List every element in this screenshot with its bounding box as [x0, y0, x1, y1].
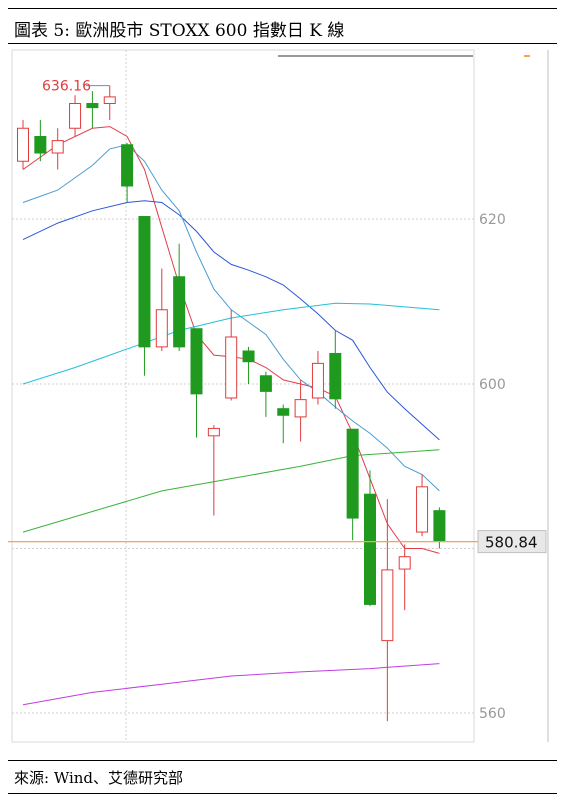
candle-body [398, 556, 411, 570]
chart-title-bar: 圖表 5: 歐洲股市 STOXX 600 指數日 K 線 [8, 8, 557, 44]
candlestick-chart: 560 600 620 580.84 636.16 [8, 49, 549, 743]
last-price-label: 580.84 [485, 534, 538, 552]
candle-body [277, 408, 290, 416]
ma60-line [22, 302, 440, 385]
candle-body [155, 309, 168, 348]
chart-title: 圖表 5: 歐洲股市 STOXX 600 指數日 K 線 [14, 21, 345, 41]
ma10-line [22, 200, 440, 441]
candle-body [17, 127, 29, 162]
candle-body [190, 328, 203, 395]
ma120-line [22, 449, 440, 533]
last-price-badge [477, 530, 547, 554]
y-tick-label: 620 [479, 212, 506, 228]
plot-border [11, 49, 475, 743]
candle-body [416, 486, 429, 533]
y-tick-label: 560 [479, 706, 506, 722]
candle-body [346, 428, 359, 519]
y-tick-label: 600 [479, 377, 506, 393]
candle-body [173, 276, 186, 348]
candle-body [86, 103, 99, 109]
candle-body [433, 510, 446, 543]
candle-body [34, 136, 47, 154]
candle-body [364, 493, 376, 605]
candle-body [294, 399, 307, 418]
chart-area: 560 600 620 580.84 636.16 [8, 42, 557, 760]
source-note: 來源: Wind、艾德研究部 [14, 769, 184, 787]
high-price-label: 636.16 [42, 79, 91, 95]
candle-body [311, 362, 324, 399]
candle-body [121, 144, 134, 187]
candle-body [329, 352, 342, 400]
source-bar: 來源: Wind、艾德研究部 [8, 760, 557, 794]
candle-body [103, 96, 116, 105]
candle-body [69, 103, 82, 129]
candle-body [381, 569, 394, 642]
candle-body [138, 216, 151, 348]
ma250-line [22, 663, 440, 706]
candle-body [51, 140, 64, 154]
candle-body [207, 427, 220, 437]
candle-body [259, 375, 272, 392]
candle-body [225, 336, 238, 399]
candle-body [242, 350, 255, 363]
